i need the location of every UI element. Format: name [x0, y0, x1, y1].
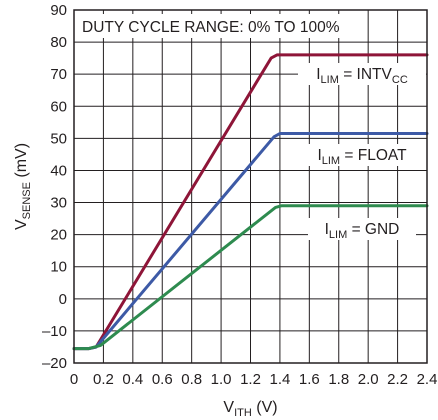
series-label-background-2 [308, 218, 416, 240]
y-tick-label-5: 30 [50, 195, 67, 212]
series-label-2-mid: = GND [347, 221, 399, 238]
y-tick-label-3: 10 [50, 259, 67, 276]
y-axis-title-main: V [13, 219, 30, 230]
series-label-2-pre: I [325, 221, 329, 238]
series-label-0: ILIM = INTVCC [316, 66, 408, 86]
y-tick-label-11: 90 [50, 2, 67, 19]
y-tick-label-9: 70 [50, 66, 67, 83]
y-tick-label-1: –10 [42, 323, 67, 340]
series-label-background-1 [303, 144, 421, 166]
x-tick-label-7: 1.4 [269, 371, 290, 388]
series-label-0-mid: = INTV [339, 66, 393, 83]
y-tick-label-8: 60 [50, 98, 67, 115]
y-tick-label-7: 50 [50, 130, 67, 147]
duty-cycle-annotation: DUTY CYCLE RANGE: 0% TO 100% [82, 19, 340, 36]
x-axis-title-unit: (V) [252, 399, 278, 416]
series-label-1-sub: LIM [322, 155, 340, 167]
x-tick-label-12: 2.4 [417, 371, 438, 388]
series-label-0-sub: LIM [321, 74, 339, 86]
x-tick-label-8: 1.6 [299, 371, 320, 388]
tick-labels: 0 0.2 0.4 0.6 0.8 1.0 1.2 1.4 1.6 1.8 2.0 2.2 2.4 –20… [42, 2, 437, 388]
y-tick-label-2: 0 [59, 291, 67, 308]
x-tick-label-5: 1.0 [211, 371, 232, 388]
y-tick-label-0: –20 [42, 355, 67, 372]
x-tick-label-1: 0.2 [93, 371, 114, 388]
y-axis-title-sub: SENSE [21, 182, 33, 219]
series-label-2-sub: LIM [329, 229, 347, 241]
x-tick-label-3: 0.6 [152, 371, 173, 388]
x-tick-label-11: 2.2 [387, 371, 408, 388]
series-label-background-0 [298, 63, 426, 85]
x-tick-label-9: 1.8 [328, 371, 349, 388]
series-label-0-sub2: CC [392, 74, 408, 86]
x-tick-label-0: 0 [70, 371, 78, 388]
y-tick-label-10: 80 [50, 34, 67, 51]
series-label-1-mid: = FLOAT [340, 147, 407, 164]
series-label-0-pre: I [316, 66, 320, 83]
x-tick-label-6: 1.2 [240, 371, 261, 388]
y-tick-label-4: 20 [50, 227, 67, 244]
x-axis-title-main: V [223, 399, 234, 416]
y-axis-title-unit: (mV) [13, 143, 30, 182]
x-tick-label-10: 2.0 [358, 371, 379, 388]
series-label-1: ILIM = FLOAT [317, 147, 407, 167]
y-axis-title: VSENSE (mV) [13, 143, 33, 230]
x-tick-label-2: 0.4 [122, 371, 143, 388]
series-line-2 [72, 204, 429, 351]
x-axis-title: VITH (V) [223, 399, 277, 419]
y-tick-label-6: 40 [50, 162, 67, 179]
x-axis-title-sub: ITH [234, 407, 252, 419]
series-label-2: ILIM = GND [325, 221, 400, 241]
annotation-background [77, 14, 349, 38]
series-label-1-pre: I [317, 147, 321, 164]
x-tick-label-4: 0.8 [181, 371, 202, 388]
plot-frame [73, 9, 428, 364]
series-lines [72, 53, 429, 351]
